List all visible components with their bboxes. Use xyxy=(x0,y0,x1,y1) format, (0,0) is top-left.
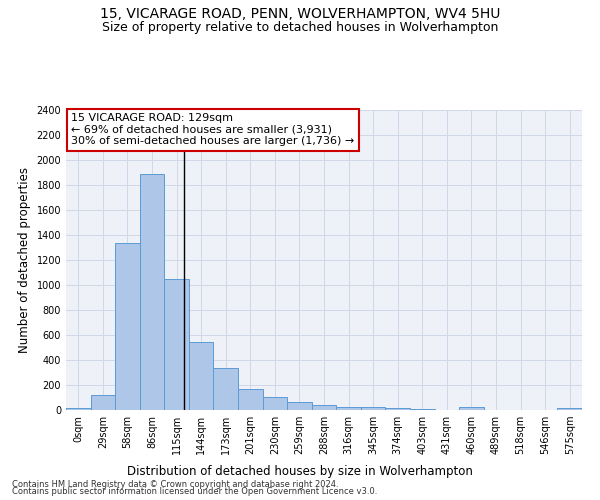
Text: 15, VICARAGE ROAD, PENN, WOLVERHAMPTON, WV4 5HU: 15, VICARAGE ROAD, PENN, WOLVERHAMPTON, … xyxy=(100,8,500,22)
Bar xyxy=(287,402,312,410)
Text: 15 VICARAGE ROAD: 129sqm
← 69% of detached houses are smaller (3,931)
30% of sem: 15 VICARAGE ROAD: 129sqm ← 69% of detach… xyxy=(71,113,355,146)
Bar xyxy=(115,242,140,410)
Bar xyxy=(66,408,91,410)
Bar xyxy=(557,408,582,410)
Bar xyxy=(312,405,336,410)
Bar xyxy=(263,396,287,410)
Bar xyxy=(361,407,385,410)
Bar xyxy=(164,280,189,410)
Bar xyxy=(385,408,410,410)
Text: Contains HM Land Registry data © Crown copyright and database right 2024.: Contains HM Land Registry data © Crown c… xyxy=(12,480,338,489)
Bar xyxy=(214,368,238,410)
Text: Distribution of detached houses by size in Wolverhampton: Distribution of detached houses by size … xyxy=(127,464,473,477)
Y-axis label: Number of detached properties: Number of detached properties xyxy=(18,167,31,353)
Bar xyxy=(459,407,484,410)
Bar xyxy=(140,174,164,410)
Bar xyxy=(91,395,115,410)
Bar xyxy=(336,406,361,410)
Bar xyxy=(238,390,263,410)
Text: Size of property relative to detached houses in Wolverhampton: Size of property relative to detached ho… xyxy=(102,21,498,34)
Bar xyxy=(189,342,214,410)
Text: Contains public sector information licensed under the Open Government Licence v3: Contains public sector information licen… xyxy=(12,487,377,496)
